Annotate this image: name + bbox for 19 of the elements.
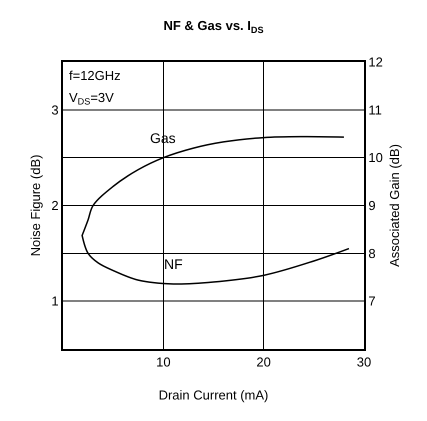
x-tick-label: 10: [156, 354, 171, 370]
y2-tick-label: 10: [368, 150, 383, 166]
x-axis-title: Drain Current (mA): [158, 387, 268, 402]
y2-tick-label: 7: [368, 294, 376, 309]
y-axis-title: Noise Figure (dB): [28, 154, 43, 256]
y2-axis-title: Associated Gain (dB): [386, 144, 402, 267]
y2-tick-label: 11: [368, 102, 382, 118]
annotation: V$_{DS}$=3V: [69, 90, 114, 107]
series-label: NF: [164, 256, 183, 272]
x-tick-label: 30: [356, 354, 372, 370]
annotation: f=12GHz: [69, 68, 121, 83]
y-tick-label: 3: [51, 102, 59, 118]
x-tick-label: 20: [256, 354, 271, 370]
y2-tick-label: 8: [368, 246, 376, 261]
chart-title: NF & Gas vs. I$_{DS}$: [163, 18, 264, 35]
y2-tick-label: 12: [368, 54, 383, 70]
y-tick-label: 1: [51, 294, 59, 309]
y-tick-label: 2: [51, 198, 59, 214]
y2-tick-label: 9: [368, 198, 376, 214]
